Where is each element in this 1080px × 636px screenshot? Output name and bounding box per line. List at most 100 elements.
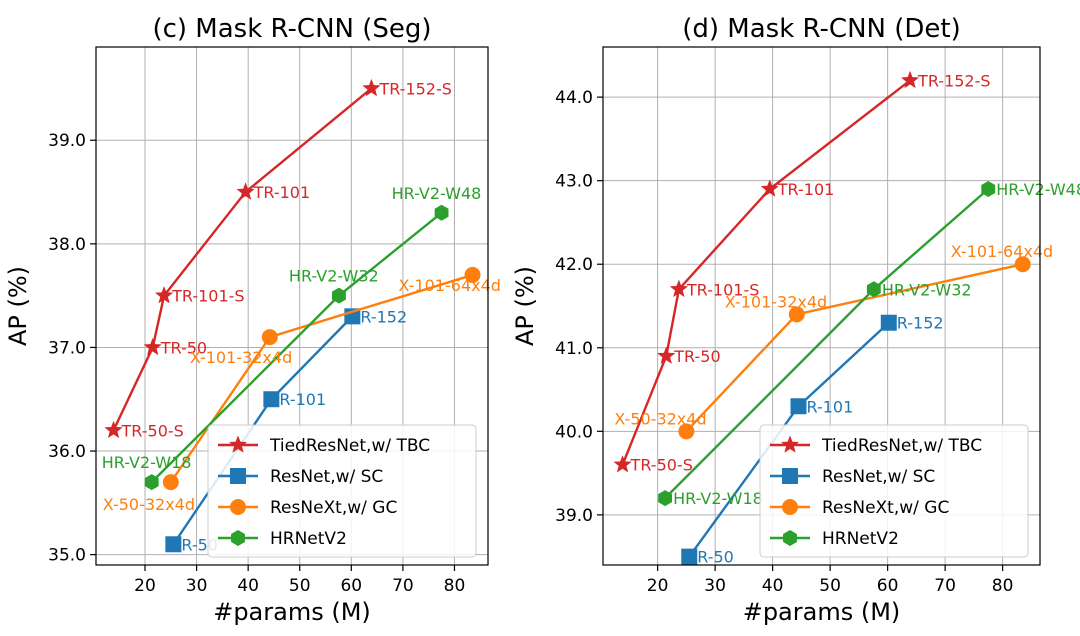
data-point [760,179,779,197]
data-point [790,398,807,415]
x-tick-label: 20 [134,576,156,596]
point-label: TR-101 [777,180,835,199]
point-label: R-152 [897,314,944,333]
y-tick-label: 43.0 [555,172,593,192]
plot-frame [602,46,1041,566]
x-tick-label: 30 [186,576,208,596]
point-label: HR-V2-W18 [673,489,763,508]
y-tick-label: 41.0 [555,339,593,359]
point-label: TR-50 [160,338,207,357]
chart-title: (d) Mask R-CNN (Det) [682,14,961,44]
x-tick-label: 70 [392,576,414,596]
x-tick-label: 60 [340,576,362,596]
point-label: X-101-64x4d [399,276,501,295]
point-label: TR-50-S [121,421,184,440]
data-point [613,455,632,473]
y-tick-label: 38.0 [48,235,86,255]
chart-panel-0: 20 30 40 50 60 70 80 35.0 36.0 37.0 38.0 39.0 TR-50-… [4,14,501,626]
point-label: HR-V2-W32 [289,267,379,286]
data-point [104,420,123,439]
y-tick-label: 39.0 [48,131,86,151]
legend-marker [782,468,798,484]
data-point [263,391,280,408]
data-point [880,314,897,331]
data-point [143,337,162,356]
x-tick-label: 50 [819,576,841,596]
y-tick-label: 40.0 [555,422,593,442]
legend-marker [230,499,246,515]
point-label: HR-V2-W48 [996,180,1080,199]
y-tick-label: 37.0 [48,338,86,358]
y-tick-label: 44.0 [555,88,593,108]
point-label: TR-101-S [686,280,759,299]
x-tick-label: 70 [934,576,956,596]
point-label: R-152 [360,307,407,326]
point-label: R-101 [279,390,326,409]
legend: TiedResNet,w/ TBC ResNet,w/ SC ResNeXt,w/ … [759,424,1029,558]
point-label: X-101-64x4d [951,242,1053,261]
legend-marker [783,530,797,546]
data-point [162,474,179,491]
point-label: TR-101-S [171,287,244,306]
point-label: X-101-32x4d [190,348,292,367]
legend-entry: ResNeXt,w/ GC [822,498,949,518]
data-point [434,204,449,221]
y-axis-label: AP (%) [511,266,539,346]
x-tick-label: 80 [444,576,466,596]
data-point [669,279,689,298]
legend-box [759,424,1029,558]
x-tick-label: 50 [289,576,311,596]
point-label: HR-V2-W32 [882,280,972,299]
point-label: R-50 [697,548,734,567]
data-point [165,536,182,553]
data-point [981,181,996,198]
legend-marker [782,499,798,515]
x-tick-label: 20 [647,576,669,596]
data-point [154,285,174,304]
legend: TiedResNet,w/ TBC ResNet,w/ SC ResNeXt,w/ … [207,424,477,558]
x-axis-label: #params (M) [743,598,901,626]
plot-frame [95,46,489,566]
y-tick-label: 39.0 [555,506,593,526]
point-label: TR-50-S [630,456,693,475]
point-label: TR-152-S [917,71,990,90]
x-tick-label: 40 [762,576,784,596]
legend-entry: HRNetV2 [270,529,347,549]
legend-entry: ResNet,w/ SC [270,467,383,487]
legend-entry: HRNetV2 [822,529,899,549]
data-point [657,346,676,364]
data-point [900,70,920,89]
data-point [788,306,805,323]
series-line [621,79,911,466]
data-point [866,281,881,298]
data-point [681,548,698,565]
legend-box [207,424,477,558]
legend-entry: TiedResNet,w/ TBC [269,436,430,456]
legend-marker [228,435,248,453]
data-point [332,287,346,304]
data-point [261,329,278,346]
point-label: TR-152-S [378,79,451,98]
point-label: X-101-32x4d [725,292,827,311]
chart-title: (c) Mask R-CNN (Seg) [152,14,431,44]
data-point [464,266,481,283]
point-label: HR-V2-W48 [392,184,482,203]
chart-panel-1: 20 30 40 50 60 70 80 39.0 40.0 41.0 42.0 43.0 44.0 TR… [511,14,1080,626]
legend-marker [230,468,246,484]
y-tick-label: 42.0 [555,255,593,275]
data-point [362,78,381,97]
point-label: X-50-32x4d [614,409,706,428]
legend-entry: ResNeXt,w/ GC [270,498,397,518]
point-label: HR-V2-W18 [102,453,192,472]
x-tick-label: 30 [704,576,726,596]
x-tick-label: 40 [237,576,259,596]
point-label: TR-50 [673,347,720,366]
y-tick-label: 36.0 [48,442,86,462]
legend-entry: TiedResNet,w/ TBC [821,436,982,456]
data-point [236,182,255,200]
x-tick-label: 80 [992,576,1014,596]
y-axis-label: AP (%) [4,266,32,346]
x-tick-label: 60 [877,576,899,596]
data-point [658,490,673,507]
